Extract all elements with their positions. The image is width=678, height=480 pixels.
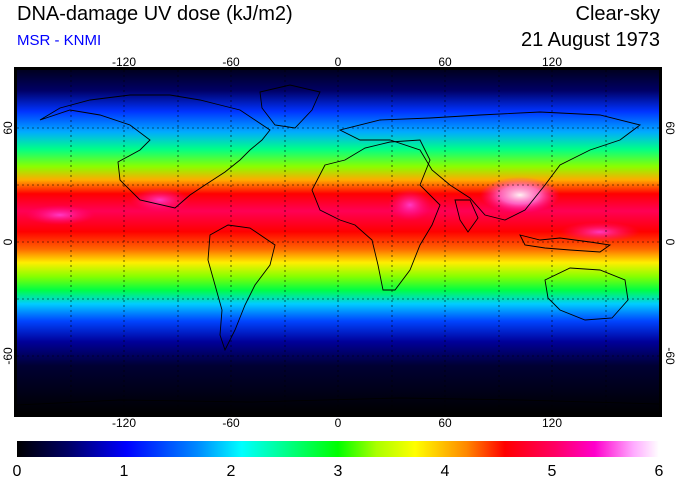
- north-america-coast: [39, 94, 271, 209]
- south-america-coast: [207, 224, 276, 352]
- greenland-coast: [259, 84, 321, 129]
- antarctica-coast: [17, 397, 659, 406]
- data-source-label: MSR - KNMI: [17, 32, 102, 49]
- lon-tick-bottom-0: 0: [335, 416, 342, 430]
- lat-tick-right-0: 0: [663, 239, 677, 246]
- colorbar-tick-5: 5: [548, 463, 557, 480]
- india-coast: [454, 199, 479, 233]
- colorbar-tick-4: 4: [441, 463, 450, 480]
- lon-tick-top-minus-120: -120: [112, 55, 136, 69]
- map-title: DNA-damage UV dose (kJ/m2): [17, 3, 293, 25]
- lon-tick-top-0: 0: [335, 55, 342, 69]
- coastlines: [17, 84, 659, 406]
- map-date: 21 August 1973: [520, 29, 660, 51]
- lon-tick-bottom-minus-120: -120: [112, 416, 136, 430]
- lon-tick-top-minus-60: -60: [222, 55, 240, 69]
- colorbar-tick-2: 2: [227, 463, 236, 480]
- colorbar-tick-1: 1: [120, 463, 129, 480]
- graticule: [17, 70, 659, 414]
- colorbar-tick-3: 3: [334, 463, 343, 480]
- lon-tick-top-120: 120: [542, 55, 562, 69]
- australia-coast: [544, 267, 629, 321]
- lon-tick-bottom-60: 60: [438, 416, 452, 430]
- eurasia-coast: [338, 111, 642, 221]
- southeast-asia-islands: [519, 234, 612, 253]
- lat-tick-left-0: 0: [1, 238, 15, 245]
- lon-tick-bottom-120: 120: [542, 416, 562, 430]
- sky-condition-label: Clear-sky: [575, 3, 660, 25]
- lat-tick-right-60: 60: [663, 121, 677, 135]
- lat-tick-right-minus-60: -60: [663, 347, 677, 365]
- lon-tick-bottom-minus-60: -60: [222, 416, 240, 430]
- lon-tick-top-60: 60: [438, 55, 452, 69]
- lat-tick-left-60: 60: [1, 121, 15, 135]
- colorbar-tick-0: 0: [13, 463, 22, 480]
- colorbar: [17, 441, 659, 457]
- lat-tick-left-minus-60: -60: [1, 347, 15, 365]
- colorbar-tick-6: 6: [655, 463, 664, 480]
